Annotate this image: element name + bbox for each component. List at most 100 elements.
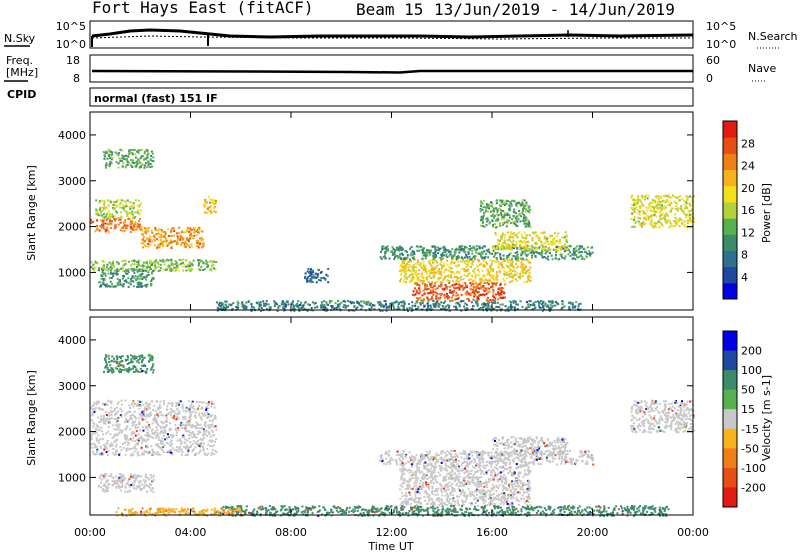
data-cell: [395, 249, 398, 252]
data-cell: [212, 444, 215, 447]
data-cell: [471, 261, 474, 264]
data-cell: [105, 166, 107, 169]
data-cell: [190, 411, 193, 414]
data-cell: [118, 218, 121, 221]
data-cell: [482, 306, 485, 308]
data-cell: [633, 200, 636, 203]
data-cell: [176, 242, 179, 245]
data-cell: [512, 239, 515, 242]
data-cell: [214, 199, 217, 202]
data-cell: [190, 425, 193, 428]
data-cell: [655, 226, 658, 229]
data-cell: [581, 245, 583, 248]
data-cell: [202, 242, 205, 245]
data-cell: [297, 306, 300, 309]
data-cell: [544, 304, 547, 307]
data-cell: [164, 431, 167, 434]
data-cell: [656, 201, 659, 204]
data-cell: [437, 297, 440, 299]
data-cell: [431, 245, 434, 248]
data-cell: [474, 290, 477, 293]
data-cell: [138, 474, 141, 477]
data-cell: [489, 265, 491, 268]
data-cell: [180, 259, 182, 262]
data-cell: [161, 260, 164, 263]
data-cell: [266, 303, 268, 306]
data-cell: [472, 269, 475, 272]
data-cell: [107, 204, 110, 207]
data-cell: [150, 355, 153, 358]
data-cell: [546, 237, 548, 240]
data-cell: [519, 300, 522, 303]
data-cell: [211, 261, 214, 264]
data-cell: [517, 260, 520, 262]
data-cell: [426, 254, 429, 257]
data-cell: [656, 205, 658, 208]
data-cell: [273, 305, 276, 307]
data-cell: [523, 207, 526, 210]
data-cell: [171, 409, 174, 412]
data-cell: [127, 277, 130, 280]
data-cell: [104, 418, 107, 421]
data-cell: [531, 254, 534, 257]
data-cell: [359, 304, 362, 307]
data-cell: [521, 305, 524, 308]
data-cell: [145, 238, 148, 241]
data-cell: [490, 264, 493, 267]
data-cell: [523, 281, 526, 284]
data-cell: [138, 274, 141, 277]
data-cell: [514, 251, 517, 254]
data-cell: [406, 254, 409, 257]
data-cell: [129, 149, 132, 151]
data-cell: [432, 293, 435, 296]
data-cell: [347, 304, 350, 307]
data-cell: [688, 226, 691, 229]
data-cell: [641, 197, 644, 200]
data-cell: [156, 428, 159, 431]
data-cell: [105, 162, 108, 165]
data-cell: [104, 164, 107, 167]
data-cell: [106, 226, 109, 229]
data-cell: [495, 293, 497, 296]
data-cell: [143, 166, 146, 169]
data-cell: [633, 218, 636, 221]
data-cell: [451, 254, 454, 257]
data-cell: [201, 426, 204, 429]
data-cell: [148, 486, 151, 489]
data-cell: [126, 213, 129, 215]
data-cell: [137, 285, 140, 288]
data-cell: [456, 265, 459, 268]
data-cell: [520, 254, 523, 257]
data-cell: [121, 268, 124, 271]
data-cell: [560, 248, 562, 251]
data-cell: [485, 249, 488, 252]
data-cell: [99, 408, 102, 411]
data-cell: [108, 445, 111, 448]
data-cell: [126, 211, 129, 214]
data-cell: [462, 287, 465, 290]
data-cell: [131, 276, 134, 279]
data-cell: [100, 277, 103, 280]
power-data-layer: [90, 148, 695, 312]
data-cell: [658, 226, 661, 229]
data-cell: [121, 159, 124, 162]
data-cell: [122, 200, 125, 203]
data-cell: [137, 269, 140, 272]
data-cell: [512, 210, 515, 213]
data-cell: [97, 442, 100, 445]
data-cell: [123, 280, 126, 282]
data-cell: [192, 410, 195, 413]
data-cell: [102, 227, 105, 230]
data-cell: [118, 203, 121, 206]
data-cell: [433, 273, 436, 276]
data-cell: [498, 287, 501, 290]
data-cell: [193, 228, 196, 231]
data-cell: [488, 250, 491, 253]
data-cell: [674, 221, 677, 224]
data-cell: [502, 244, 505, 247]
data-cell: [365, 303, 368, 306]
data-cell: [121, 165, 124, 168]
data-cell: [129, 476, 132, 478]
data-cell: [129, 220, 132, 223]
data-cell: [295, 305, 298, 308]
